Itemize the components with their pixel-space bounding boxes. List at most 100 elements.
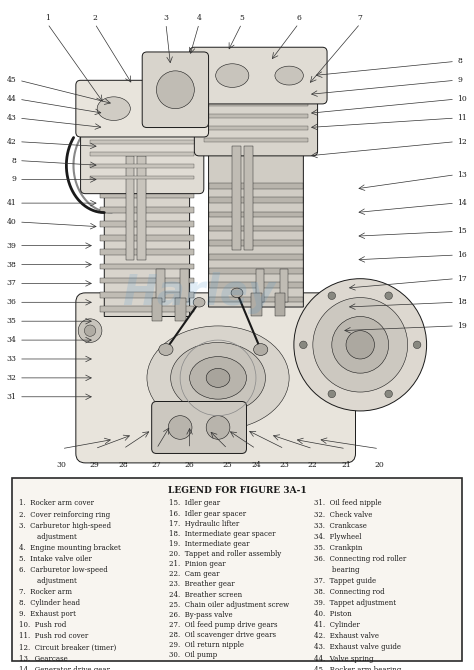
- Text: 32.  Check valve: 32. Check valve: [314, 511, 373, 519]
- Text: 44: 44: [7, 95, 17, 103]
- Text: 27.  Oil feed pump drive gears: 27. Oil feed pump drive gears: [169, 621, 277, 629]
- Text: 24.  Breather screen: 24. Breather screen: [169, 590, 242, 598]
- Text: 35: 35: [7, 317, 17, 325]
- Text: 4: 4: [197, 14, 201, 22]
- Bar: [180, 269, 189, 302]
- Text: 28: 28: [118, 460, 128, 468]
- Circle shape: [156, 71, 194, 109]
- Text: 38: 38: [7, 261, 17, 269]
- Circle shape: [328, 292, 336, 299]
- Text: 30: 30: [57, 460, 66, 468]
- Text: 6.  Carburetor low-speed: 6. Carburetor low-speed: [18, 566, 107, 574]
- Text: 5: 5: [239, 14, 244, 22]
- Text: 1.  Rocker arm cover: 1. Rocker arm cover: [18, 499, 93, 507]
- Ellipse shape: [206, 369, 230, 387]
- Circle shape: [346, 330, 374, 359]
- Text: 33: 33: [7, 355, 17, 363]
- Text: 22.  Cam gear: 22. Cam gear: [169, 570, 219, 578]
- Text: 29: 29: [90, 460, 100, 468]
- Bar: [156, 269, 165, 302]
- FancyBboxPatch shape: [76, 80, 209, 137]
- Text: 8: 8: [457, 58, 462, 66]
- Text: 30.  Oil pump: 30. Oil pump: [169, 651, 217, 659]
- Text: 42.  Exhaust valve: 42. Exhaust valve: [314, 632, 379, 641]
- Ellipse shape: [275, 66, 303, 85]
- Text: 7: 7: [358, 14, 363, 22]
- Text: 10.  Push rod: 10. Push rod: [18, 621, 66, 629]
- Ellipse shape: [171, 342, 265, 413]
- Text: 24: 24: [251, 460, 261, 468]
- Text: 29.  Oil return nipple: 29. Oil return nipple: [169, 641, 244, 649]
- Text: 39.  Tappet adjustment: 39. Tappet adjustment: [314, 599, 396, 607]
- Text: 9.  Exhaust port: 9. Exhaust port: [18, 610, 75, 618]
- Text: 37.  Tappet guide: 37. Tappet guide: [314, 577, 376, 585]
- Text: 1: 1: [45, 14, 50, 22]
- FancyBboxPatch shape: [152, 401, 246, 454]
- Text: 34: 34: [7, 336, 17, 344]
- Bar: [100, 278, 194, 283]
- Text: 4.  Engine mounting bracket: 4. Engine mounting bracket: [18, 544, 120, 552]
- Ellipse shape: [159, 344, 173, 356]
- FancyBboxPatch shape: [81, 127, 204, 194]
- Text: 18.  Intermediate gear spacer: 18. Intermediate gear spacer: [169, 530, 275, 538]
- Ellipse shape: [97, 97, 130, 121]
- Circle shape: [413, 341, 421, 348]
- Polygon shape: [199, 132, 303, 307]
- FancyBboxPatch shape: [142, 52, 209, 127]
- Text: 20: 20: [374, 460, 384, 468]
- Bar: [275, 293, 285, 316]
- Circle shape: [328, 390, 336, 398]
- Text: 45.  Rocker arm bearing: 45. Rocker arm bearing: [314, 665, 401, 670]
- Text: 18: 18: [457, 298, 467, 306]
- Ellipse shape: [156, 99, 185, 118]
- Bar: [204, 103, 308, 107]
- Text: 16: 16: [457, 251, 467, 259]
- Text: 39: 39: [7, 242, 17, 250]
- Circle shape: [332, 316, 389, 373]
- Polygon shape: [95, 151, 190, 316]
- Text: LEGEND FOR FIGURE 3A-1: LEGEND FOR FIGURE 3A-1: [168, 486, 306, 495]
- Bar: [90, 140, 194, 144]
- Circle shape: [206, 415, 230, 440]
- Text: 40.  Piston: 40. Piston: [314, 610, 352, 618]
- Text: 26.  By-pass valve: 26. By-pass valve: [169, 611, 232, 619]
- Text: 28.  Oil scavenger drive gears: 28. Oil scavenger drive gears: [169, 631, 276, 639]
- Text: 17: 17: [457, 275, 467, 283]
- Bar: [209, 198, 303, 203]
- Bar: [209, 254, 303, 260]
- Bar: [209, 283, 303, 288]
- FancyBboxPatch shape: [190, 47, 327, 104]
- Text: 36.  Connecting rod roller: 36. Connecting rod roller: [314, 555, 407, 563]
- Text: 43.  Exhaust valve guide: 43. Exhaust valve guide: [314, 643, 401, 651]
- Text: 23.  Breather gear: 23. Breather gear: [169, 580, 234, 588]
- Text: 32: 32: [7, 374, 17, 382]
- Ellipse shape: [190, 356, 246, 399]
- Text: 16.  Idler gear spacer: 16. Idler gear spacer: [169, 510, 246, 518]
- Text: bearing: bearing: [314, 566, 360, 574]
- Text: 26: 26: [185, 460, 194, 468]
- Bar: [126, 156, 134, 260]
- Text: 27: 27: [152, 460, 161, 468]
- Text: 41.  Cylinder: 41. Cylinder: [314, 621, 360, 629]
- Text: 13: 13: [457, 171, 467, 179]
- Text: 42: 42: [7, 138, 17, 145]
- Text: 25: 25: [223, 460, 232, 468]
- Text: 15.  Idler gear: 15. Idler gear: [169, 499, 220, 507]
- Bar: [209, 297, 303, 302]
- Circle shape: [84, 325, 96, 336]
- Bar: [175, 297, 186, 321]
- Text: 9: 9: [457, 76, 462, 84]
- Bar: [209, 240, 303, 246]
- Text: 19.  Intermediate gear: 19. Intermediate gear: [169, 540, 249, 548]
- FancyBboxPatch shape: [76, 293, 356, 463]
- Bar: [152, 297, 162, 321]
- Text: 21: 21: [341, 460, 351, 468]
- Text: 25.  Chain oiler adjustment screw: 25. Chain oiler adjustment screw: [169, 601, 289, 608]
- Text: 44.  Valve spring: 44. Valve spring: [314, 655, 374, 663]
- Text: 33.  Crankcase: 33. Crankcase: [314, 522, 367, 529]
- FancyBboxPatch shape: [194, 90, 318, 156]
- Bar: [100, 193, 194, 198]
- Text: 13.  Gearcase: 13. Gearcase: [18, 655, 67, 663]
- Circle shape: [168, 415, 192, 440]
- Text: 8: 8: [12, 157, 17, 165]
